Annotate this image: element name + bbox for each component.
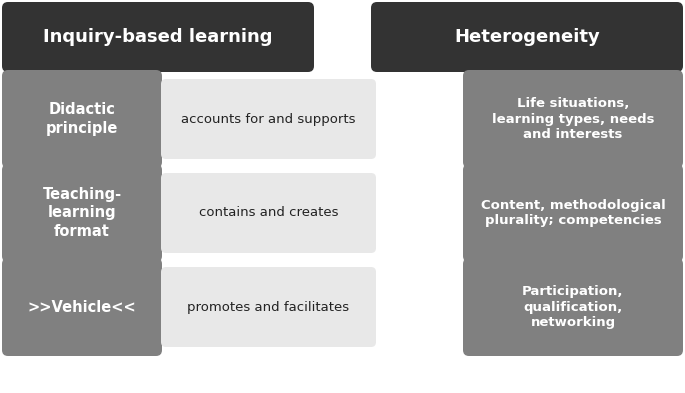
- Text: Inquiry-based learning: Inquiry-based learning: [43, 28, 273, 46]
- FancyBboxPatch shape: [463, 70, 683, 168]
- FancyBboxPatch shape: [2, 70, 162, 168]
- Text: Didactic
principle: Didactic principle: [46, 103, 119, 136]
- Text: accounts for and supports: accounts for and supports: [182, 112, 356, 125]
- Text: >>Vehicle<<: >>Vehicle<<: [27, 299, 136, 314]
- Text: contains and creates: contains and creates: [199, 206, 338, 220]
- Text: Teaching-
learning
format: Teaching- learning format: [42, 187, 121, 239]
- FancyBboxPatch shape: [2, 164, 162, 262]
- Text: Content, methodological
plurality; competencies: Content, methodological plurality; compe…: [481, 199, 665, 227]
- FancyBboxPatch shape: [161, 267, 376, 347]
- Text: Heterogeneity: Heterogeneity: [454, 28, 600, 46]
- FancyBboxPatch shape: [2, 2, 314, 72]
- FancyBboxPatch shape: [463, 258, 683, 356]
- Text: promotes and facilitates: promotes and facilitates: [188, 301, 349, 314]
- FancyBboxPatch shape: [463, 164, 683, 262]
- Text: Life situations,
learning types, needs
and interests: Life situations, learning types, needs a…: [492, 97, 654, 141]
- FancyBboxPatch shape: [2, 258, 162, 356]
- FancyBboxPatch shape: [371, 2, 683, 72]
- FancyBboxPatch shape: [161, 173, 376, 253]
- Text: Participation,
qualification,
networking: Participation, qualification, networking: [522, 285, 624, 329]
- FancyBboxPatch shape: [161, 79, 376, 159]
